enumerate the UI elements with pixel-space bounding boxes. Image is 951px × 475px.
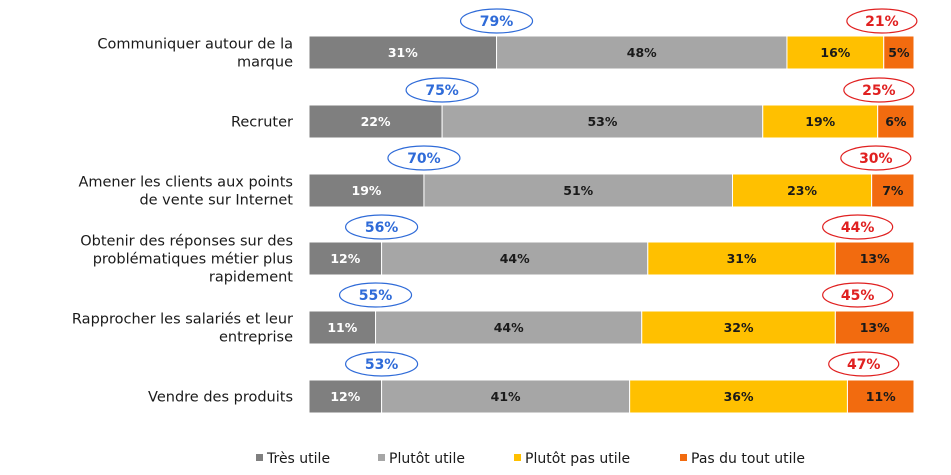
negative-total-bubble — [840, 145, 912, 171]
bar-segment — [308, 104, 443, 139]
positive-total-bubble — [405, 77, 479, 103]
bar-value-label: 5% — [888, 45, 910, 60]
bar-value-label: 7% — [882, 183, 904, 198]
bar-segment — [308, 35, 498, 70]
bar-value-label: 32% — [724, 320, 754, 335]
category-label: Rapprocher les salariés et leur entrepris… — [72, 312, 293, 346]
positive-total-bubble — [345, 214, 419, 240]
category-label: Vendre des produits — [148, 390, 293, 406]
legend-label: Plutôt utile — [389, 451, 465, 467]
total-bubbles: 79% 21% 75% 25% 70% 30% 56% 44% 55% 45% 53% 47% — [338, 8, 918, 377]
bar-segment — [375, 310, 643, 345]
bar-value-label: 12% — [330, 389, 360, 404]
bar-value-label: 48% — [627, 45, 657, 60]
legend-swatch — [378, 454, 385, 461]
legend-label: Pas du tout utile — [691, 451, 805, 467]
negative-total-bubble — [822, 214, 894, 240]
legend-swatch — [680, 454, 687, 461]
negative-total-bubble — [828, 351, 900, 377]
bar-value-label: 53% — [587, 114, 617, 129]
bar-value-label: 41% — [491, 389, 521, 404]
positive-total-label: 55% — [359, 288, 393, 304]
bar-segment — [877, 104, 915, 139]
bar-value-label: 51% — [563, 183, 593, 198]
positive-total-bubble — [338, 282, 413, 308]
negative-total-bubble — [843, 77, 915, 103]
bar-segment — [308, 241, 383, 276]
legend-label: Plutôt pas utile — [525, 451, 630, 467]
bar-value-label: 23% — [787, 183, 817, 198]
negative-total-label: 25% — [862, 83, 896, 99]
bar-value-label: 19% — [352, 183, 382, 198]
bar-segment — [308, 310, 377, 345]
bar-segment — [883, 35, 915, 70]
bar-value-label: 11% — [327, 320, 357, 335]
positive-total-label: 56% — [365, 220, 399, 236]
legend-swatch — [514, 454, 521, 461]
bar-value-label: 31% — [388, 45, 418, 60]
positive-total-bubble — [387, 145, 461, 171]
bar-segment — [641, 310, 836, 345]
bar-segment — [381, 379, 631, 414]
bar-segment — [834, 241, 915, 276]
bar-value-label: 12% — [330, 251, 360, 266]
positive-total-bubble — [459, 8, 534, 34]
category-label: Communiquer autour de la marque — [97, 37, 293, 71]
negative-total-label: 45% — [841, 288, 875, 304]
category-label: Obtenir des réponses sur des problématiqu… — [80, 234, 293, 286]
bar-value-label: 11% — [866, 389, 896, 404]
negative-total-label: 21% — [865, 14, 899, 30]
bar-value-label: 36% — [724, 389, 754, 404]
bar-segment — [786, 35, 885, 70]
positive-total-label: 70% — [407, 151, 441, 167]
bar-value-label: 22% — [361, 114, 391, 129]
bar-segment — [629, 379, 848, 414]
bar-segment — [308, 173, 425, 208]
bar-value-label: 6% — [885, 114, 907, 129]
bar-value-label: 44% — [494, 320, 524, 335]
bar-value-label: 31% — [727, 251, 757, 266]
legend-label: Très utile — [266, 451, 330, 467]
legend: Très utile Plutôt utile Plutôt pas utile Pa… — [256, 451, 805, 467]
positive-total-label: 53% — [365, 357, 399, 373]
bar-value-label: 19% — [805, 114, 835, 129]
negative-total-bubble — [822, 282, 894, 308]
category-labels: Communiquer autour de la marque Recruter Am… — [72, 37, 293, 406]
bar-value-label: 13% — [860, 320, 890, 335]
bar-segment — [871, 173, 915, 208]
bar-value-label: 16% — [820, 45, 850, 60]
bar-segment — [732, 173, 873, 208]
positive-total-label: 75% — [425, 83, 459, 99]
bar-segment — [496, 35, 788, 70]
bars: 31% 48% 16% 5% 22% 53% 19% 6% 19% 51% 23% 7% 12% 44% 3… — [308, 35, 915, 414]
bar-segment — [834, 310, 915, 345]
bar-segment — [846, 379, 915, 414]
category-label: Amener les clients aux points de vente su… — [78, 175, 293, 209]
legend-swatch — [256, 454, 263, 461]
negative-total-label: 47% — [847, 357, 881, 373]
positive-total-bubble — [345, 351, 419, 377]
negative-total-label: 30% — [859, 151, 893, 167]
bar-segment — [381, 241, 649, 276]
bar-segment — [423, 173, 733, 208]
negative-total-label: 44% — [841, 220, 875, 236]
bar-segment — [762, 104, 879, 139]
bar-value-label: 13% — [860, 251, 890, 266]
negative-total-bubble — [846, 8, 918, 34]
bar-value-label: 44% — [500, 251, 530, 266]
positive-total-label: 79% — [480, 14, 514, 30]
category-label: Recruter — [231, 115, 293, 131]
